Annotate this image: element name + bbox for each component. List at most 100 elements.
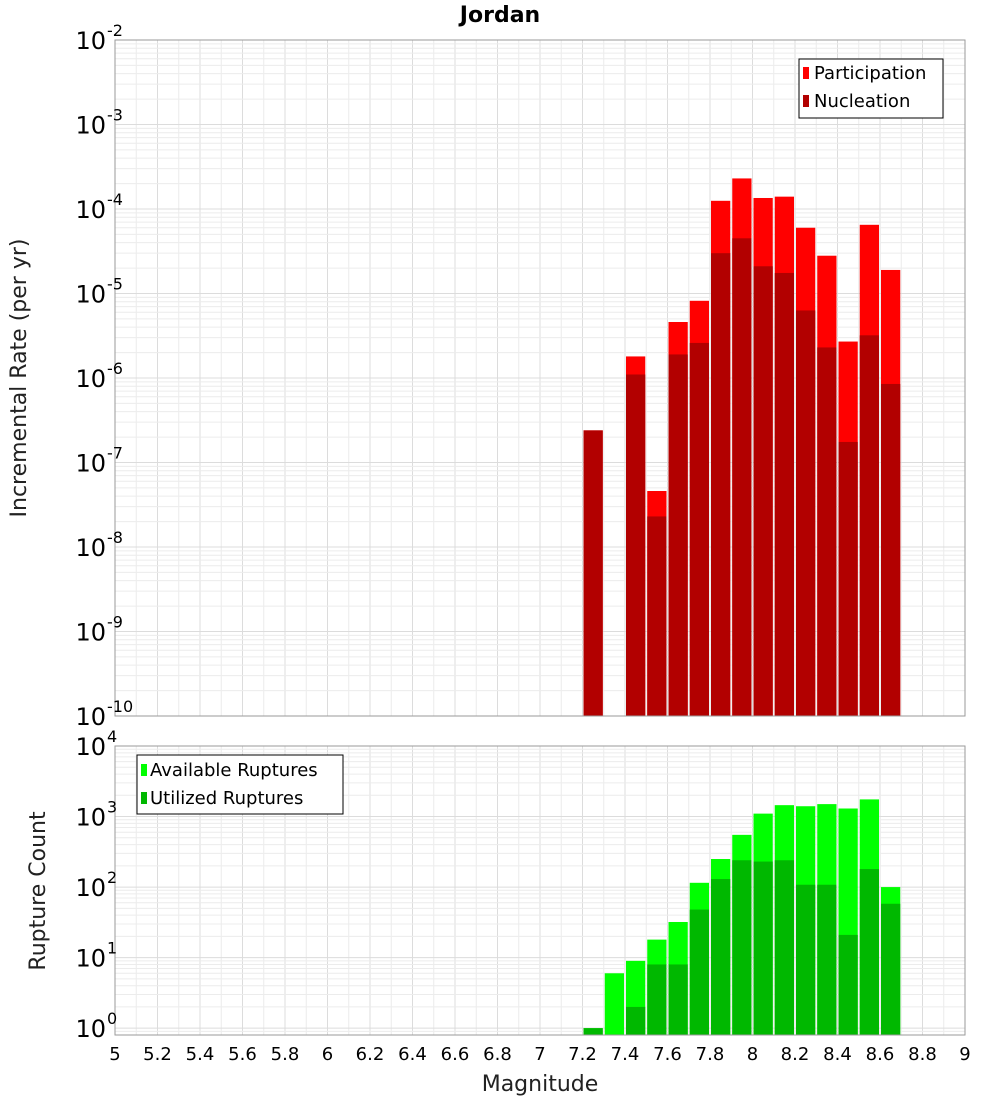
top-bar-nucleation: [626, 374, 646, 716]
bottom-y-tick-base: 10: [75, 945, 106, 973]
bottom-bar-utilized: [753, 861, 773, 1035]
top-y-tick-exponent: -7: [107, 444, 123, 463]
top-y-tick: 10 -2: [75, 21, 123, 55]
x-tick-label: 8.6: [866, 1044, 895, 1065]
x-tick-label: 7.8: [696, 1044, 725, 1065]
top-legend: Participation Nucleation: [798, 58, 944, 119]
x-tick-label: 7.2: [568, 1044, 597, 1065]
top-grid: [114, 39, 966, 717]
top-bar-nucleation: [647, 516, 667, 716]
legend-swatch-available: [141, 764, 147, 776]
x-tick-label: 7.6: [653, 1044, 682, 1065]
x-tick-label: 7.4: [611, 1044, 640, 1065]
top-y-tick: 10 -6: [75, 359, 123, 393]
bottom-bar-utilized: [859, 869, 879, 1035]
x-tick-label: 6.2: [356, 1044, 385, 1065]
top-y-tick: 10 -8: [75, 528, 123, 562]
bottom-y-tick-base: 10: [75, 804, 106, 832]
top-y-tick-base: 10: [75, 196, 106, 224]
bottom-y-tick-exponent: 0: [107, 1009, 117, 1028]
x-tick-label: 5.8: [271, 1044, 300, 1065]
top-bar-nucleation: [881, 383, 901, 716]
bottom-y-tick-base: 10: [75, 733, 106, 761]
bottom-y-tick: 10 4: [75, 727, 117, 761]
bottom-y-tick: 10 0: [75, 1009, 117, 1043]
bottom-y-tick-base: 10: [75, 874, 106, 902]
bottom-bar-utilized: [711, 879, 731, 1035]
bottom-y-tick-exponent: 4: [107, 727, 117, 746]
bottom-bar-utilized: [732, 860, 752, 1035]
bottom-bar-utilized: [838, 934, 858, 1035]
x-tick-label: 8.4: [823, 1044, 852, 1065]
bottom-legend: Available Ruptures Utilized Ruptures: [136, 754, 344, 815]
x-tick-label: 9: [959, 1044, 970, 1065]
x-tick-label: 6.6: [441, 1044, 470, 1065]
bottom-y-tick-exponent: 2: [107, 868, 117, 887]
top-y-tick-base: 10: [75, 703, 106, 731]
top-bar-nucleation: [583, 430, 603, 716]
top-y-tick-exponent: -10: [107, 697, 133, 716]
top-y-tick-exponent: -5: [107, 275, 123, 294]
top-y-tick-exponent: -4: [107, 190, 123, 209]
top-y-tick-base: 10: [75, 619, 106, 647]
top-plot-border: [114, 39, 966, 717]
top-y-tick-exponent: -2: [107, 21, 123, 40]
x-tick-label: 5: [109, 1044, 120, 1065]
bottom-y-tick-exponent: 3: [107, 798, 117, 817]
top-bar-nucleation: [774, 272, 794, 716]
top-y-tick-base: 10: [75, 281, 106, 309]
bottom-bar-utilized: [583, 1028, 603, 1035]
top-y-tick-exponent: -8: [107, 528, 123, 547]
top-y-tick: 10 -5: [75, 275, 123, 309]
bottom-legend-box: [136, 754, 344, 815]
legend-label-participation: Participation: [814, 63, 926, 84]
bottom-y-tick-base: 10: [75, 1015, 106, 1043]
x-tick-label: 8.2: [781, 1044, 810, 1065]
legend-swatch-participation: [803, 67, 809, 79]
bottom-y-tick: 10 1: [75, 939, 117, 973]
x-tick-label: 5.2: [143, 1044, 172, 1065]
bottom-bar-utilized: [817, 884, 837, 1035]
x-tick-label: 5.4: [186, 1044, 215, 1065]
top-y-tick-exponent: -3: [107, 106, 123, 125]
bottom-bars: [583, 799, 901, 1035]
chart-title: Jordan: [458, 3, 540, 28]
x-tick-label: 8: [747, 1044, 758, 1065]
top-y-tick-base: 10: [75, 534, 106, 562]
top-y-axis-label: Incremental Rate (per yr): [7, 239, 32, 518]
bottom-y-tick-exponent: 1: [107, 939, 117, 958]
x-tick-label: 8.8: [908, 1044, 937, 1065]
top-y-tick-base: 10: [75, 365, 106, 393]
x-tick-label: 7: [534, 1044, 545, 1065]
top-y-tick-base: 10: [75, 112, 106, 140]
bottom-bar-utilized: [689, 909, 709, 1035]
top-y-tick-base: 10: [75, 27, 106, 55]
top-bar-nucleation: [668, 354, 688, 716]
bottom-bar-utilized: [796, 884, 816, 1035]
top-bar-nucleation: [817, 347, 837, 716]
x-axis-label: Magnitude: [482, 1072, 599, 1097]
top-bar-nucleation: [838, 441, 858, 716]
x-tick-label: 6: [322, 1044, 333, 1065]
x-tick-label: 6.8: [483, 1044, 512, 1065]
bottom-y-axis-label: Rupture Count: [26, 811, 51, 971]
top-bar-nucleation: [711, 253, 731, 716]
top-y-tick: 10 -7: [75, 444, 123, 478]
top-y-tick-exponent: -9: [107, 613, 123, 632]
top-bar-nucleation: [753, 266, 773, 716]
bottom-bar-utilized: [647, 964, 667, 1035]
bottom-bar-available: [604, 973, 624, 1035]
bottom-bar-utilized: [668, 964, 688, 1035]
legend-label-nucleation: Nucleation: [814, 91, 910, 112]
x-tick-label: 6.4: [398, 1044, 427, 1065]
top-y-tick: 10 -9: [75, 613, 123, 647]
x-tick-label: 5.6: [228, 1044, 257, 1065]
bottom-bar-utilized: [881, 903, 901, 1035]
x-tick-labels: 5 5.2 5.4 5.6 5.8 6 6.2 6.4 6.6 6.8 7 7.2 7.4 7.6 7.8 8…: [109, 1044, 970, 1065]
bottom-y-tick: 10 3: [75, 798, 117, 832]
top-y-tick-exponent: -6: [107, 359, 123, 378]
bottom-bar-utilized: [626, 1006, 646, 1035]
